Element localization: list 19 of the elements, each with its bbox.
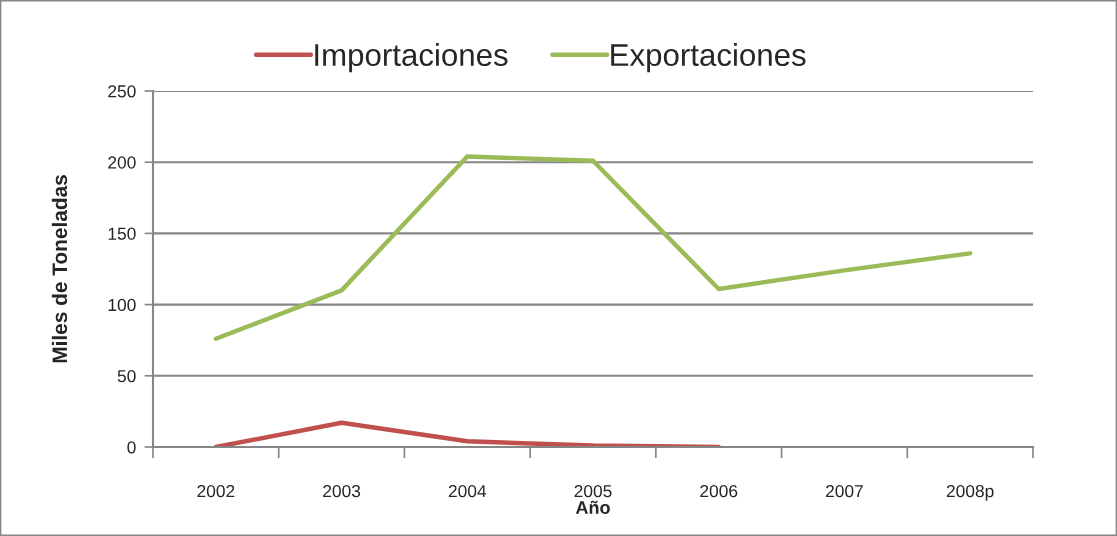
- y-tick-label: 0: [127, 441, 136, 454]
- x-tick-label: 2002: [197, 484, 235, 498]
- x-tick-label: 2003: [323, 484, 361, 498]
- line-series: [213, 420, 721, 447]
- y-tick-label: 150: [108, 227, 136, 240]
- x-tick-label: 2006: [700, 484, 738, 498]
- x-tick-label: 2005: [574, 484, 612, 498]
- y-tick-label: 100: [108, 298, 136, 312]
- y-tick-label: 200: [108, 156, 136, 169]
- y-tick-label: 50: [117, 369, 136, 383]
- x-tick-label: 2004: [448, 484, 487, 498]
- legend-label: Exportaciones: [611, 43, 806, 73]
- x-tick-label: 2008p: [946, 484, 994, 501]
- x-tick-label: 2007: [825, 484, 863, 498]
- x-axis-title: Año: [575, 500, 610, 514]
- y-tick-label: 250: [108, 85, 136, 98]
- line-series: [213, 154, 973, 341]
- legend-label: Importaciones: [315, 43, 508, 73]
- y-axis-title: Miles de Toneladas: [51, 175, 68, 363]
